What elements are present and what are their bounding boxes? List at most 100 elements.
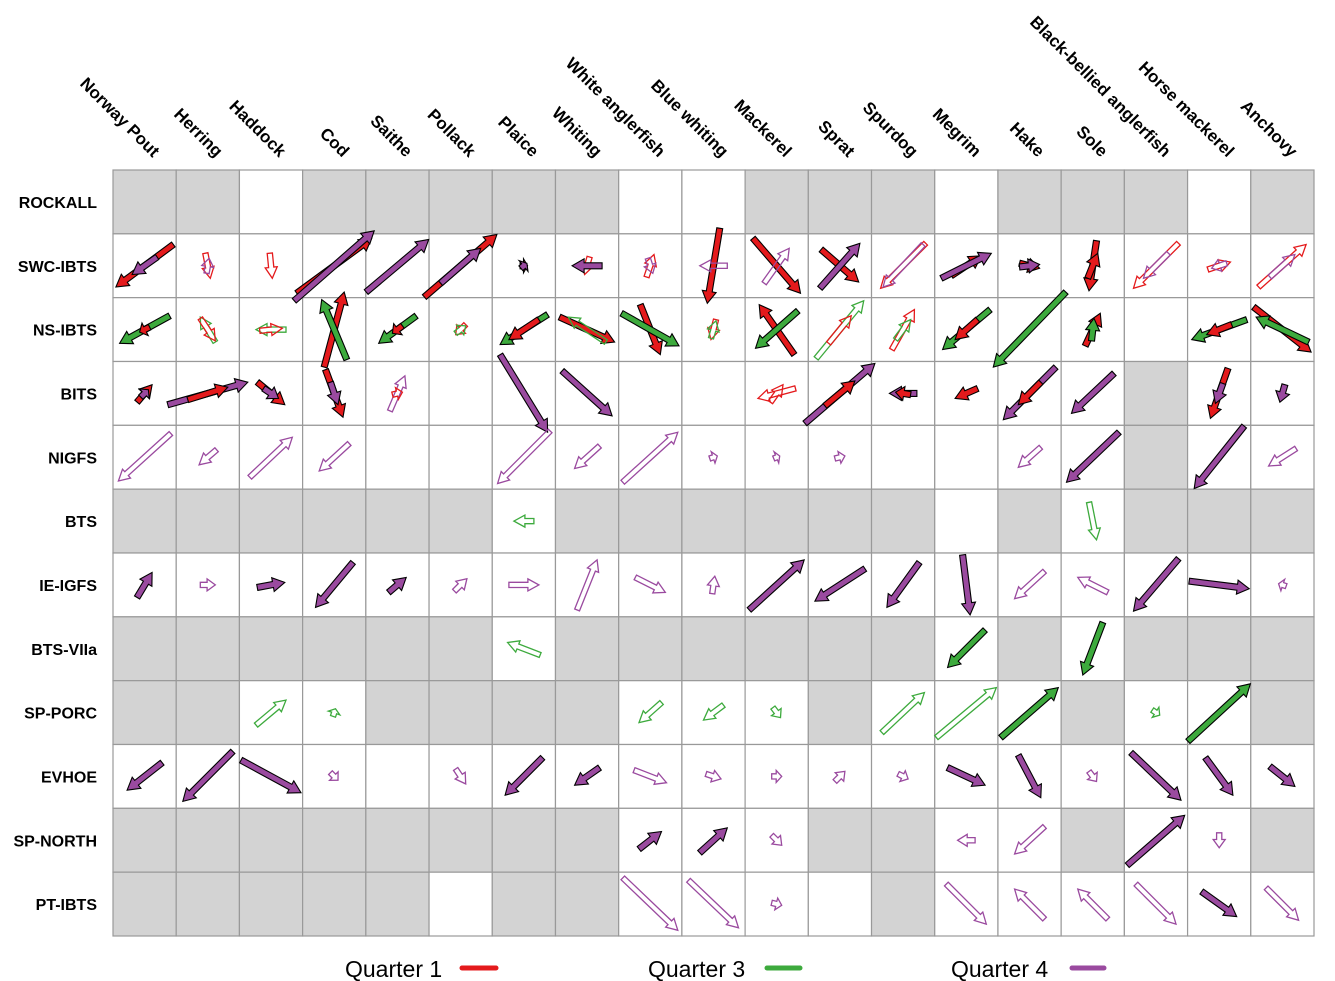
- vector-arrow-q4: [958, 553, 977, 616]
- grid-cell: [1250, 680, 1315, 746]
- grid-cell: [1123, 424, 1189, 490]
- grid-cell: [428, 871, 493, 937]
- vector-arrow-q4: [326, 380, 342, 406]
- vector-arrow-q3: [512, 514, 535, 529]
- grid-cell: [870, 297, 936, 363]
- species-label: Haddock: [225, 97, 290, 162]
- grid-cell: [238, 807, 304, 873]
- vector-arrow-q4: [1076, 888, 1111, 922]
- grid-cell: [681, 680, 746, 746]
- species-label: Norway Pout: [76, 74, 163, 161]
- vector-arrow-q4: [363, 238, 430, 296]
- vector-arrow-q1: [391, 386, 404, 402]
- grid-cell: [618, 360, 683, 426]
- grid-cell: [1060, 552, 1125, 618]
- vector-arrow-q4: [945, 764, 987, 788]
- grid-cell: [238, 616, 304, 682]
- vector-arrow-q4: [137, 388, 150, 401]
- vector-arrow-q4: [256, 576, 286, 593]
- vector-arrow-q4: [685, 877, 740, 929]
- legend: Quarter 1 Quarter 3 Quarter 4: [345, 956, 1107, 981]
- grid-cell: [744, 680, 809, 746]
- grid-cell: [554, 807, 620, 873]
- vector-arrow-q1: [258, 322, 284, 337]
- grid-cell: [997, 424, 1062, 490]
- vector-arrow-q4: [1277, 577, 1288, 593]
- vector-arrow-q3: [319, 298, 351, 362]
- vector-arrow-q4: [770, 896, 783, 912]
- vector-arrow-q4: [1212, 381, 1228, 405]
- grid-cell: [491, 552, 557, 618]
- grid-cell: [1123, 680, 1189, 746]
- vector-arrow-q4: [1202, 755, 1234, 797]
- vector-arrow-q4: [939, 251, 993, 282]
- vector-arrow-q4: [1267, 253, 1296, 280]
- grid-cell: [870, 424, 936, 490]
- grid-cell: [428, 552, 493, 618]
- species-label: Sole: [1073, 122, 1112, 161]
- grid-cell: [1123, 169, 1189, 235]
- grid-cell: [1123, 360, 1189, 426]
- grid-cell: [744, 424, 809, 490]
- vector-arrow-q4: [573, 764, 603, 786]
- grid-cell: [1060, 680, 1125, 746]
- grid-cell: [302, 424, 367, 490]
- grid-cell: [618, 424, 683, 490]
- vector-arrow-q4: [573, 443, 603, 470]
- grid-cell: [870, 807, 936, 873]
- vector-arrow-q4: [199, 577, 217, 593]
- grid-cell: [618, 871, 683, 937]
- survey-label: IE-IGFS: [39, 578, 97, 595]
- grid-cell: [934, 807, 999, 873]
- vector-arrow-q3: [1255, 315, 1311, 346]
- grid-cell: [238, 680, 304, 746]
- vector-arrow-q4: [496, 428, 553, 485]
- vector-arrow-q3: [619, 309, 680, 347]
- grid-cell: [807, 169, 873, 235]
- grid-cell: [1186, 616, 1252, 682]
- grid-cell: [238, 871, 304, 937]
- vector-arrow-q4: [698, 258, 728, 273]
- vector-arrow-q4: [768, 832, 783, 847]
- grid-cell: [554, 488, 620, 554]
- grid-cell: [997, 488, 1062, 554]
- grid-cell: [428, 169, 493, 235]
- species-label: Megrim: [929, 105, 985, 161]
- survey-label: NS-IBTS: [33, 323, 97, 340]
- grid-cell: [554, 871, 620, 937]
- vector-arrow-q3: [754, 307, 801, 350]
- vector-arrow-q4: [771, 768, 783, 785]
- vector-arrow-q1: [454, 321, 469, 336]
- grid-cell: [681, 424, 746, 490]
- grid-cell: [238, 169, 304, 235]
- grid-cell: [997, 807, 1062, 873]
- vector-arrow-q4: [833, 450, 846, 465]
- vector-arrow-q4: [1211, 832, 1227, 849]
- grid-cell: [302, 488, 367, 554]
- grid-cell: [365, 807, 430, 873]
- grid-cell: [365, 424, 430, 490]
- vector-arrow-q4: [696, 827, 729, 856]
- grid-cell: [618, 743, 683, 809]
- species-label: Mackerel: [730, 96, 795, 161]
- vector-arrow-q4: [131, 253, 160, 276]
- vector-arrow-q4: [1132, 555, 1182, 613]
- vector-arrow-q3: [567, 316, 609, 346]
- grid-cell: [112, 424, 177, 490]
- grid-cell: [365, 616, 430, 682]
- vector-arrow-q3: [933, 686, 998, 741]
- survey-label: BTS-VIIa: [31, 642, 97, 659]
- vector-arrow-q4: [126, 759, 165, 791]
- vector-arrow-q4: [706, 574, 721, 595]
- vector-arrow-q4: [620, 875, 679, 932]
- grid-cell: [681, 488, 746, 554]
- grid-cell: [112, 169, 177, 235]
- grid-cell: [807, 616, 873, 682]
- grid-cell: [175, 233, 241, 299]
- species-label: Pollack: [424, 105, 480, 161]
- grid-cell: [681, 616, 746, 682]
- vector-arrow-q1: [756, 385, 797, 403]
- grid-cell: [112, 871, 177, 937]
- grid-cell: [112, 807, 177, 873]
- vector-arrow-q3: [998, 686, 1060, 741]
